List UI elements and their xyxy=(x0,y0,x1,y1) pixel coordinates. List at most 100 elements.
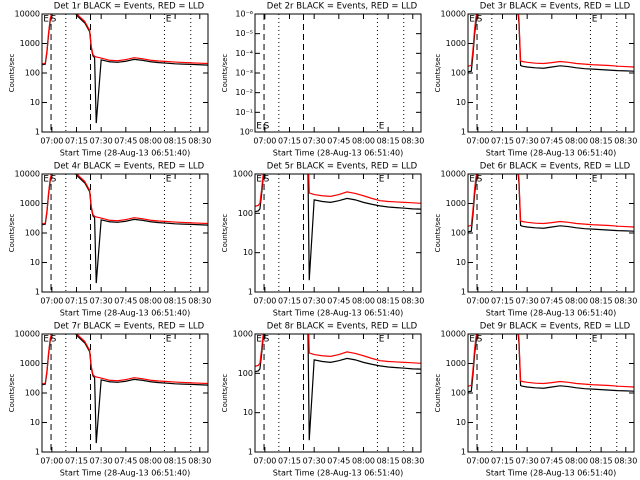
annotation: S xyxy=(477,175,483,185)
x-tick-label: 08:15 xyxy=(590,137,613,146)
annotation: E xyxy=(592,175,598,185)
chart-title: Det 4r BLACK = Events, RED = LLD xyxy=(54,162,205,172)
plot-frame xyxy=(254,13,422,133)
y-tick-label: 1 xyxy=(248,288,253,297)
x-tick-label: 08:30 xyxy=(188,457,211,466)
x-tick-label: 07:00 xyxy=(40,297,63,306)
x-tick-label: 07:30 xyxy=(303,457,326,466)
annotation: E xyxy=(256,175,262,185)
x-tick-label: 08:30 xyxy=(401,457,424,466)
y-tick-label: 1000 xyxy=(20,359,40,368)
x-tick-label: 07:15 xyxy=(278,457,301,466)
y-tick-label: 1000 xyxy=(20,199,40,208)
x-tick-label: 08:15 xyxy=(164,137,187,146)
y-axis-label: Counts/sec xyxy=(8,374,16,413)
x-tick-label: 07:45 xyxy=(114,297,137,306)
annotation: S xyxy=(264,335,270,345)
x-tick-label: 08:00 xyxy=(565,137,588,146)
x-tick-label: 07:45 xyxy=(540,457,563,466)
y-tick-label: 10 xyxy=(30,418,40,427)
annotation: S xyxy=(264,175,270,185)
plot-frame xyxy=(467,333,635,453)
series-line xyxy=(42,334,208,385)
x-tick-label: 07:30 xyxy=(516,297,539,306)
annotation: E xyxy=(379,122,385,132)
x-tick-label: 08:00 xyxy=(139,137,162,146)
y-axis-label: Counts/sec xyxy=(221,374,229,413)
x-tick-label: 07:45 xyxy=(540,137,563,146)
chart-title: Det 1r BLACK = Events, RED = LLD xyxy=(54,2,205,12)
annotation: E xyxy=(43,15,49,25)
x-tick-label: 07:30 xyxy=(90,137,113,146)
x-tick-label: 08:00 xyxy=(565,457,588,466)
y-tick-label: 1000 xyxy=(446,359,466,368)
y-tick-label: 10 xyxy=(456,98,466,107)
x-tick-label: 08:30 xyxy=(614,457,637,466)
y-tick-label: 1 xyxy=(35,448,40,457)
series-line xyxy=(42,334,208,444)
annotation: S xyxy=(51,335,57,345)
annotation: E xyxy=(469,335,475,345)
y-axis-label: Counts/sec xyxy=(8,54,16,93)
x-tick-label: 08:15 xyxy=(377,137,400,146)
x-tick-label: 07:15 xyxy=(491,137,514,146)
x-tick-label: 08:30 xyxy=(401,297,424,306)
x-tick-label: 07:45 xyxy=(327,297,350,306)
y-tick-label: 100 xyxy=(451,229,466,238)
y-tick-label: 10000 xyxy=(441,10,466,19)
y-tick-label: 10000 xyxy=(15,10,40,19)
y-axis-label: Counts/sec xyxy=(434,214,442,253)
annotation: E xyxy=(43,175,49,185)
x-tick-label: 08:00 xyxy=(565,297,588,306)
x-tick-label: 08:30 xyxy=(614,137,637,146)
annotation: S xyxy=(51,175,57,185)
series-line xyxy=(255,334,421,367)
y-tick-label: 10⁻¹ xyxy=(235,108,253,117)
annotation: E xyxy=(256,122,262,132)
y-tick-label: 100 xyxy=(238,209,253,218)
x-axis-label: Start Time (28-Aug-13 06:51:40) xyxy=(486,149,617,158)
x-tick-label: 08:30 xyxy=(188,297,211,306)
y-tick-label: 10 xyxy=(243,248,253,257)
x-tick-label: 07:30 xyxy=(516,137,539,146)
x-tick-label: 08:15 xyxy=(164,297,187,306)
y-tick-label: 10⁰ xyxy=(240,128,253,137)
chart-title: Det 9r BLACK = Events, RED = LLD xyxy=(480,322,631,332)
y-tick-label: 100 xyxy=(238,369,253,378)
y-tick-label: 10 xyxy=(30,258,40,267)
x-tick-label: 07:00 xyxy=(253,457,276,466)
y-tick-label: 10 xyxy=(456,258,466,267)
annotation: E xyxy=(379,175,385,185)
x-tick-label: 08:30 xyxy=(401,137,424,146)
annotation: E xyxy=(469,15,475,25)
annotation: S xyxy=(264,122,270,132)
x-tick-label: 08:00 xyxy=(352,297,375,306)
series-line xyxy=(468,334,634,393)
x-tick-label: 08:15 xyxy=(590,297,613,306)
x-tick-label: 08:00 xyxy=(352,137,375,146)
x-tick-label: 08:00 xyxy=(139,297,162,306)
plot-frame xyxy=(41,173,209,293)
x-tick-label: 07:30 xyxy=(303,137,326,146)
x-axis-label: Start Time (28-Aug-13 06:51:40) xyxy=(273,309,404,318)
y-tick-label: 1 xyxy=(461,288,466,297)
x-tick-label: 07:45 xyxy=(327,457,350,466)
x-axis-label: Start Time (28-Aug-13 06:51:40) xyxy=(486,469,617,478)
x-axis-label: Start Time (28-Aug-13 06:51:40) xyxy=(273,469,404,478)
y-tick-label: 10 xyxy=(30,98,40,107)
series-line xyxy=(468,14,634,73)
x-tick-label: 07:30 xyxy=(90,297,113,306)
annotation: E xyxy=(166,175,172,185)
series-line xyxy=(468,174,634,228)
x-tick-label: 08:15 xyxy=(164,457,187,466)
annotation: E xyxy=(592,335,598,345)
x-tick-label: 07:15 xyxy=(491,297,514,306)
y-tick-label: 10⁻² xyxy=(235,88,253,97)
x-tick-label: 07:45 xyxy=(114,457,137,466)
y-tick-label: 100 xyxy=(451,389,466,398)
y-tick-label: 1000 xyxy=(20,39,40,48)
annotation: S xyxy=(477,335,483,345)
